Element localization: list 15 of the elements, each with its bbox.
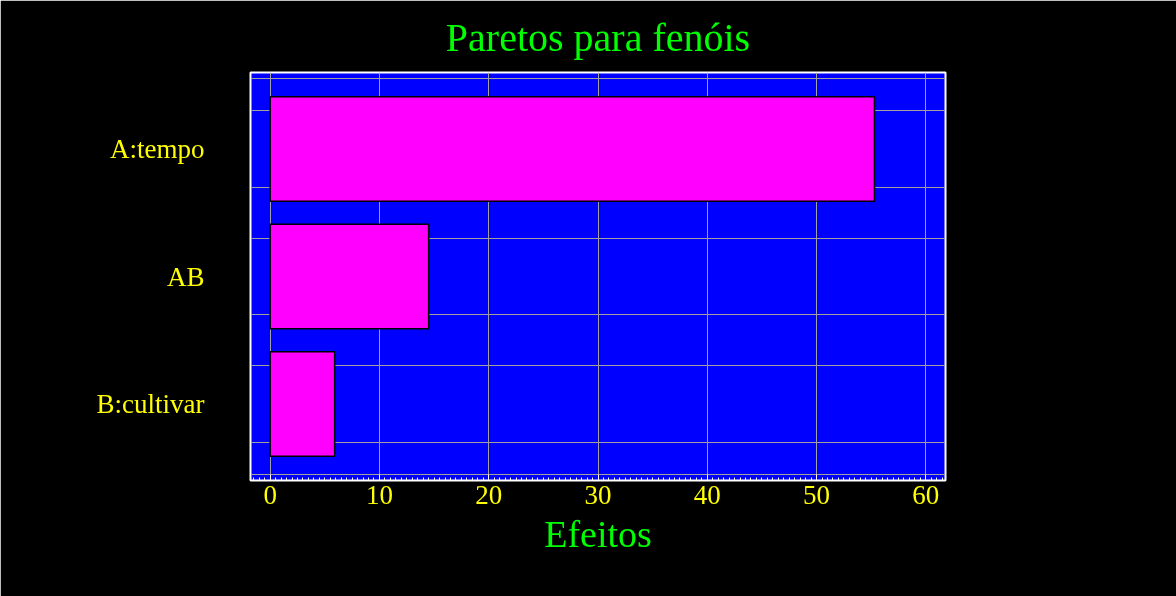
x-tick-label: 30 (584, 479, 612, 510)
bar (269, 95, 876, 203)
x-tick-label: 20 (475, 479, 503, 510)
x-tick-label: 0 (263, 479, 277, 510)
bar (269, 223, 430, 330)
y-tick-label: B:cultivar (96, 389, 205, 419)
x-tick-label: 10 (365, 479, 393, 510)
y-tick-label: AB (166, 261, 205, 292)
x-tick-label: 50 (803, 479, 831, 510)
x-axis-title: Efeitos (544, 512, 652, 555)
y-tick-label: A:tempo (110, 134, 205, 164)
x-tick-label: 60 (912, 479, 940, 510)
x-tick-label: 40 (693, 479, 721, 510)
chart-title: Paretos para fenóis (445, 15, 751, 60)
bar (269, 350, 336, 458)
